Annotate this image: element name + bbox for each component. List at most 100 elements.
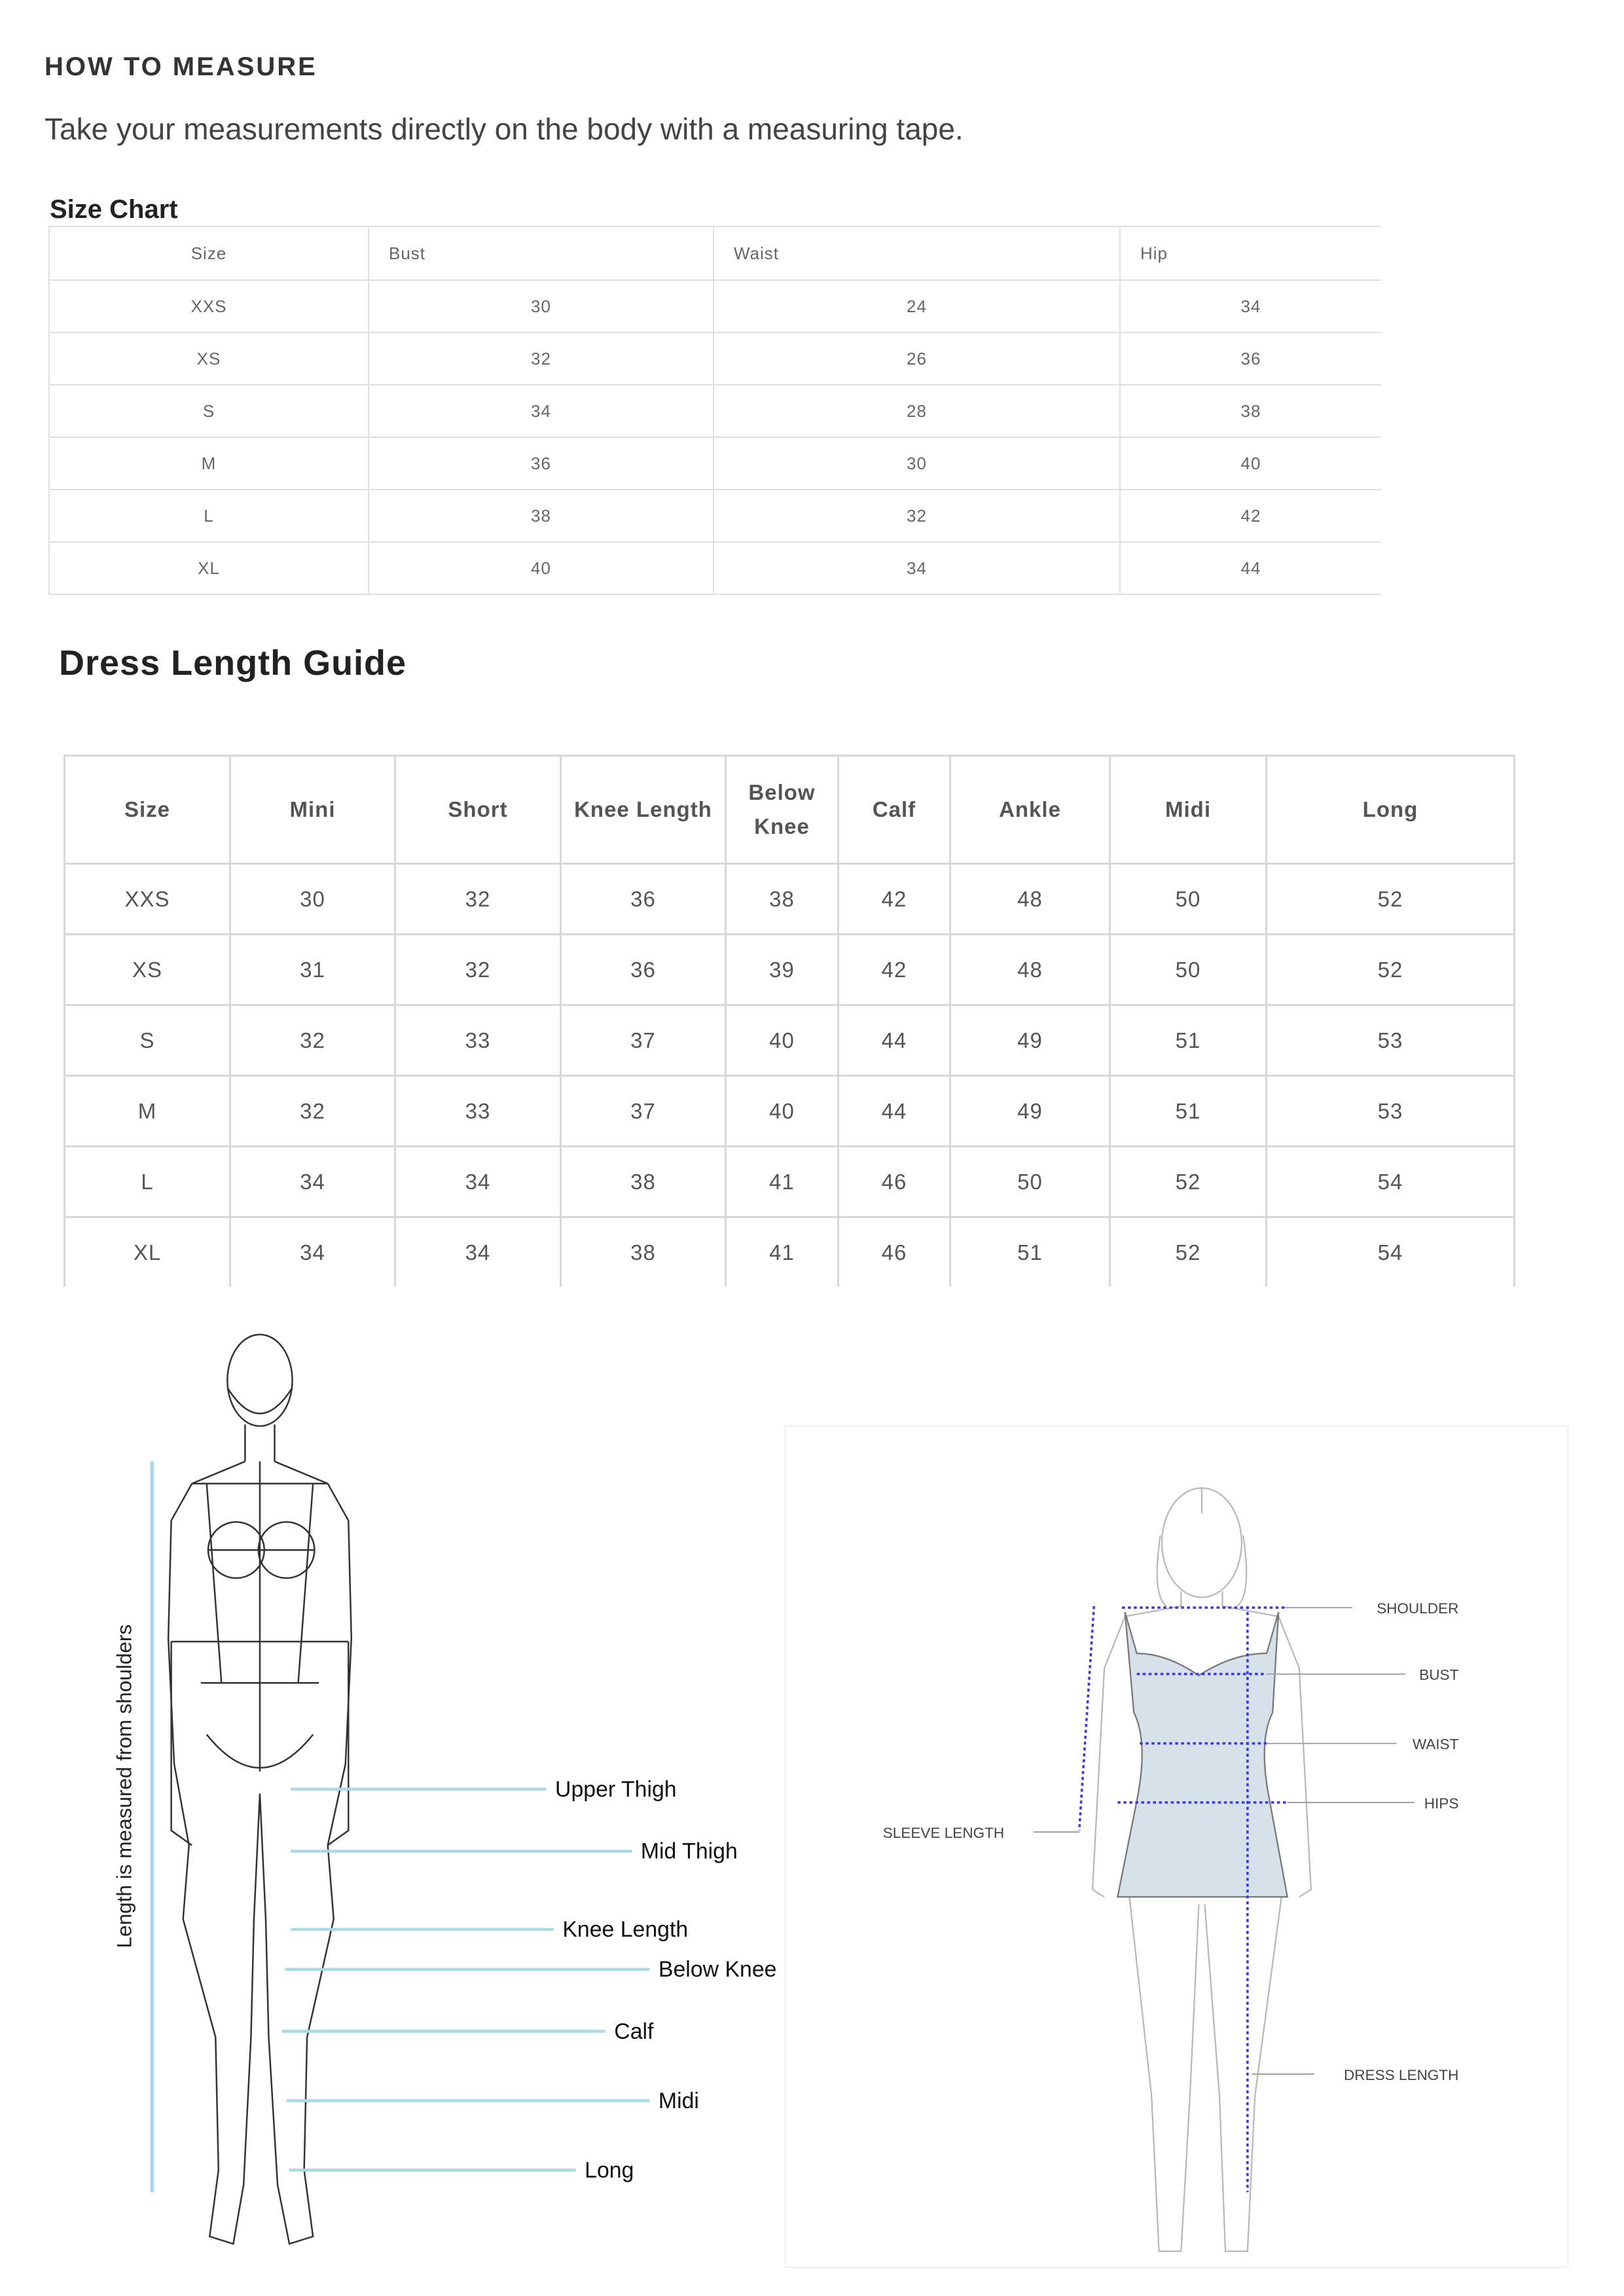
table-row: M 36 30 40	[48, 437, 1381, 490]
table-row: M 32 33 37 40 44 49 51 53	[63, 1075, 1515, 1147]
table-cell: 39	[725, 933, 839, 1006]
size-chart-header-row: Size Bust Waist Hip	[48, 226, 1381, 281]
table-row: S 32 33 37 40 44 49 51 53	[63, 1004, 1515, 1077]
table-cell: XS	[63, 933, 231, 1006]
table-cell: 38	[560, 1145, 727, 1218]
table-cell: 38	[1119, 384, 1381, 438]
table-cell: 28	[713, 384, 1121, 438]
table-cell: 52	[1265, 863, 1515, 935]
shoulder-label: SHOULDER	[1377, 1600, 1458, 1617]
table-cell: 38	[725, 863, 839, 935]
column-header: Ankle	[949, 755, 1111, 865]
table-cell: 48	[949, 933, 1111, 1006]
table-cell: 36	[560, 863, 727, 935]
table-row: XS 32 26 36	[48, 332, 1381, 386]
table-cell: 34	[713, 541, 1121, 595]
table-cell: 42	[837, 863, 951, 935]
table-cell: 46	[837, 1145, 951, 1218]
table-cell: 32	[229, 1004, 396, 1077]
table-cell: S	[48, 384, 369, 438]
table-cell: 31	[229, 933, 396, 1006]
table-cell: 26	[713, 332, 1121, 386]
column-header: Mini	[229, 755, 396, 865]
column-header: Below Knee	[725, 755, 839, 865]
column-header: Long	[1265, 755, 1515, 865]
table-cell: 34	[1119, 279, 1381, 333]
table-row: L 38 32 42	[48, 489, 1381, 543]
table-cell: 50	[1109, 863, 1267, 935]
midi-label: Midi	[659, 2089, 699, 2113]
table-cell: 34	[394, 1145, 562, 1218]
table-cell: 44	[1119, 541, 1381, 595]
table-cell: 41	[725, 1216, 839, 1287]
table-row: L 34 34 38 41 46 50 52 54	[63, 1145, 1515, 1218]
dress-shape	[1117, 1611, 1289, 1898]
table-cell: 32	[229, 1075, 396, 1147]
table-cell: 34	[229, 1216, 396, 1287]
size-chart-title: Size Chart	[50, 195, 178, 224]
dress-length-label: DRESS LENGTH	[1344, 2067, 1458, 2083]
table-cell: 50	[949, 1145, 1111, 1218]
table-cell: 54	[1265, 1216, 1515, 1287]
long-label: Long	[585, 2158, 634, 2183]
table-row: S 34 28 38	[48, 384, 1381, 438]
size-chart-table: Size Bust Waist Hip XXS 30 24 34 XS 32 26 36 S 34…	[48, 226, 1381, 595]
table-cell: XXS	[48, 279, 369, 333]
upper-thigh-label: Upper Thigh	[555, 1777, 677, 1802]
table-cell: 53	[1265, 1075, 1515, 1147]
table-cell: 42	[1119, 489, 1381, 543]
table-cell: 30	[368, 279, 714, 333]
table-cell: L	[48, 489, 369, 543]
waist-label: WAIST	[1413, 1736, 1459, 1753]
body-arms	[1091, 1591, 1312, 1898]
table-cell: 51	[1109, 1075, 1267, 1147]
column-header: Bust	[368, 226, 714, 281]
dress-length-guide-title: Dress Length Guide	[59, 643, 407, 683]
column-header: Size	[63, 755, 231, 865]
table-row: XL 40 34 44	[48, 541, 1381, 595]
table-cell: 44	[837, 1004, 951, 1077]
table-cell: S	[63, 1004, 231, 1077]
table-cell: 46	[837, 1216, 951, 1287]
length-axis-label: Length is measured from shoulders	[113, 1624, 136, 1948]
table-cell: 41	[725, 1145, 839, 1218]
table-cell: 30	[713, 437, 1121, 490]
table-cell: 49	[949, 1075, 1111, 1147]
figure-guide-lines	[171, 1461, 349, 1772]
column-header: Calf	[837, 755, 951, 865]
table-cell: 37	[560, 1075, 727, 1147]
table-cell: 54	[1265, 1145, 1515, 1218]
table-cell: 33	[394, 1004, 562, 1077]
table-cell: 50	[1109, 933, 1267, 1006]
table-cell: 40	[725, 1004, 839, 1077]
table-cell: 52	[1109, 1145, 1267, 1218]
figure-neck	[226, 1387, 293, 1462]
bust-label: BUST	[1419, 1667, 1458, 1683]
column-header: Size	[48, 226, 369, 281]
table-cell: XL	[63, 1216, 231, 1287]
table-cell: 34	[229, 1145, 396, 1218]
figure-arms	[170, 1641, 350, 1846]
table-cell: XS	[48, 332, 369, 386]
table-cell: 33	[394, 1075, 562, 1147]
table-cell: 40	[1119, 437, 1381, 490]
table-row: XS 31 32 36 39 42 48 50 52	[63, 933, 1515, 1006]
dress-length-table: Size Mini Short Knee Length Below Knee Calf An…	[63, 755, 1515, 1287]
table-cell: 32	[368, 332, 714, 386]
column-header: Hip	[1119, 226, 1381, 281]
table-cell: 51	[949, 1216, 1111, 1287]
table-cell: 36	[368, 437, 714, 490]
table-cell: XL	[48, 541, 369, 595]
table-cell: 34	[394, 1216, 562, 1287]
table-cell: 38	[560, 1216, 727, 1287]
table-cell: 38	[368, 489, 714, 543]
table-cell: 32	[394, 863, 562, 935]
column-header: Short	[394, 755, 562, 865]
table-cell: XXS	[63, 863, 231, 935]
table-cell: 32	[394, 933, 562, 1006]
calf-label: Calf	[614, 2019, 654, 2044]
table-cell: 30	[229, 863, 396, 935]
table-cell: 52	[1109, 1216, 1267, 1287]
table-cell: 40	[725, 1075, 839, 1147]
